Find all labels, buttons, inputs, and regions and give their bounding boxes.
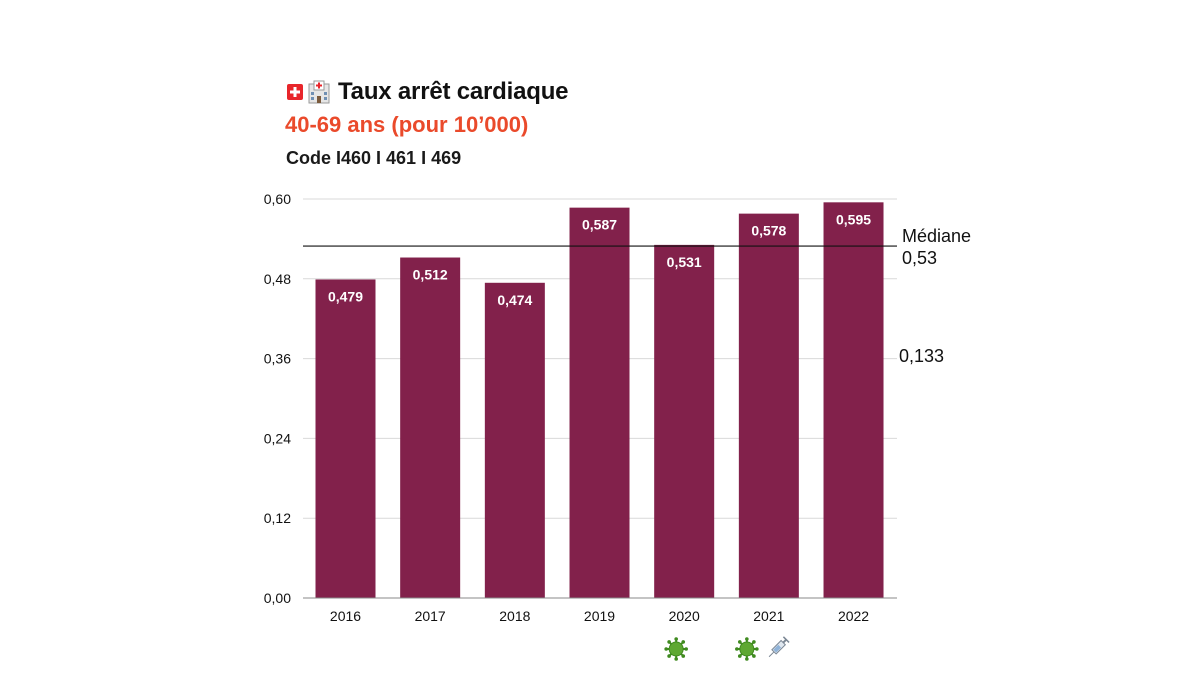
chart-code-label: Code I460 I 461 I 469 [286,148,462,168]
x-tick-label: 2017 [415,608,446,624]
bar-value-label: 0,587 [582,217,617,233]
syringe-icon [768,636,790,658]
virus-icon [735,637,759,661]
bar-2020 [654,244,715,598]
bar-2021 [738,213,799,598]
chart-header: Taux arrêt cardiaque 40-69 ans (pour 10’… [285,76,847,168]
bar-value-label: 0,531 [667,254,702,270]
y-tick-label: 0,12 [264,510,291,526]
bar-value-label: 0,595 [836,211,871,227]
bar-2016 [315,279,376,598]
bar-value-label: 0,512 [413,267,448,283]
y-tick-label: 0,00 [264,590,291,606]
chart-title: Taux arrêt cardiaque [338,78,569,105]
x-tick-label: 2019 [584,608,615,624]
bar-2019 [569,207,630,598]
y-tick-label: 0,60 [264,191,291,207]
bar-value-label: 0,479 [328,288,363,304]
title-row: Taux arrêt cardiaque [287,76,847,108]
x-tick-label: 2022 [838,608,869,624]
bar-value-label: 0,474 [497,292,532,308]
hospital-icon [308,80,330,104]
y-tick-label: 0,24 [264,430,291,446]
x-tick-label: 2021 [753,608,784,624]
chart-subtitle: 40-69 ans (pour 10’000) [285,112,529,137]
bar-2022 [823,202,884,598]
median-label: Médiane [902,226,971,246]
virus-icon [664,637,688,661]
x-tick-label: 2018 [499,608,530,624]
median-value: 0,53 [902,248,937,268]
bar-value-label: 0,578 [751,223,786,239]
side-note-value: 0,133 [899,346,944,366]
bar-2017 [400,257,461,598]
x-tick-label: 2020 [669,608,700,624]
x-tick-label: 2016 [330,608,361,624]
y-tick-label: 0,48 [264,271,291,287]
swiss-flag-icon [287,84,303,100]
y-tick-label: 0,36 [264,351,291,367]
bar-2018 [484,282,545,598]
